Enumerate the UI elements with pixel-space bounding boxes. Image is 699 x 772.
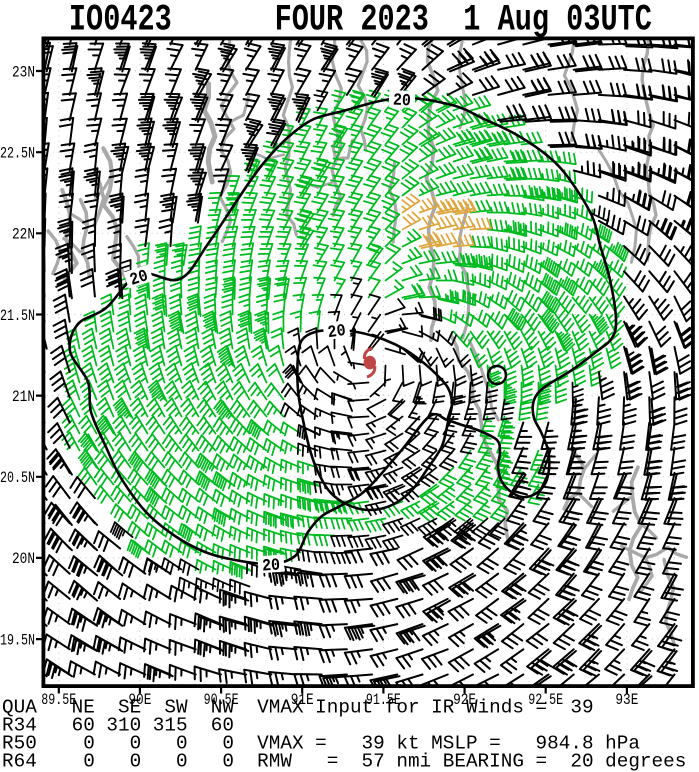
svg-text:91.5E: 91.5E: [366, 691, 401, 709]
svg-text:FOUR 2023 1 Aug 03UTC: FOUR 2023 1 Aug 03UTC: [275, 0, 652, 41]
svg-text:21.5N: 21.5N: [0, 307, 35, 325]
svg-text:91E: 91E: [291, 691, 314, 709]
svg-text:QUA NE SE SW NW VMAX Inp: QUA NE SE SW NW VMAX Input for IR Winds …: [2, 697, 594, 719]
svg-text:20N: 20N: [12, 550, 35, 568]
svg-text:20: 20: [392, 92, 411, 112]
svg-text:R50 0 0 0 0 VMAX =: R50 0 0 0 0 VMAX = 39 kt MSLP = 984.8 hP…: [2, 733, 640, 755]
svg-text:93E: 93E: [615, 691, 638, 709]
svg-text:23N: 23N: [12, 63, 35, 81]
svg-text:20: 20: [327, 322, 347, 343]
svg-text:92E: 92E: [453, 691, 476, 709]
svg-text:22N: 22N: [12, 226, 35, 244]
svg-text:20.5N: 20.5N: [0, 469, 35, 487]
svg-text:20: 20: [262, 556, 281, 576]
svg-text:21N: 21N: [12, 388, 35, 406]
svg-text:20: 20: [128, 267, 151, 291]
svg-text:90.5E: 90.5E: [204, 691, 239, 709]
svg-text:19.5N: 19.5N: [0, 631, 35, 649]
svg-text:R64 0 0 0 0 RMW =: R64 0 0 0 0 RMW = 57 nmi BEARING = 20 de…: [2, 751, 686, 772]
svg-text:22.5N: 22.5N: [0, 145, 35, 163]
svg-text:89.5E: 89.5E: [41, 691, 76, 709]
svg-text:IO0423: IO0423: [69, 0, 172, 41]
svg-text:92.5E: 92.5E: [528, 691, 563, 709]
svg-text:90E: 90E: [128, 691, 151, 709]
svg-text:R34 60 310 315 60: R34 60 310 315 60: [2, 715, 234, 737]
